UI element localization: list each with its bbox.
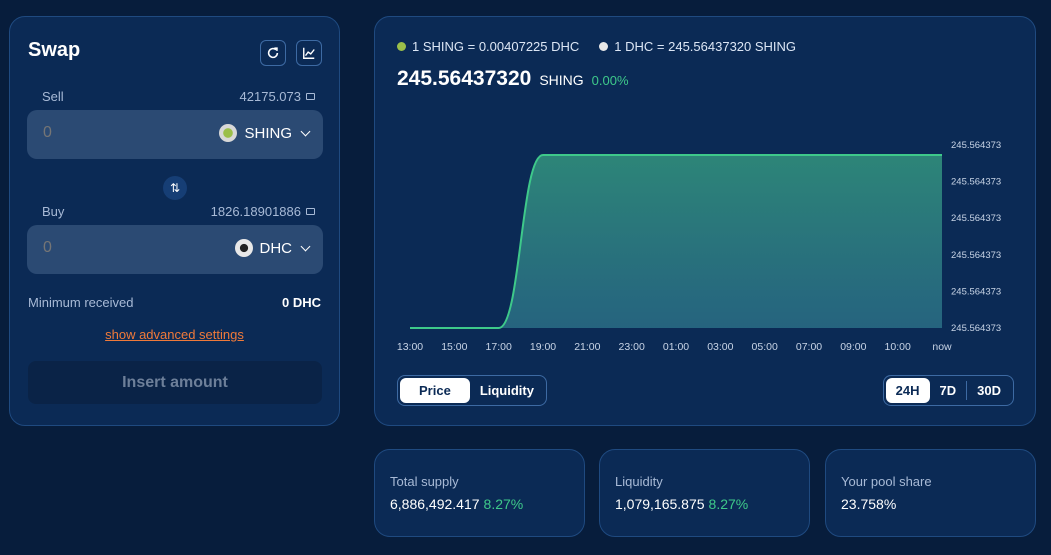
refresh-icon	[267, 47, 279, 59]
dhc-token-icon	[599, 42, 609, 51]
buy-balance: 1826.18901886	[211, 204, 315, 219]
tab-price[interactable]: Price	[400, 378, 470, 403]
range-30d[interactable]: 30D	[977, 383, 1001, 398]
y-tick-label: 245.564373	[951, 140, 1001, 151]
min-received-label: Minimum received	[28, 295, 134, 310]
buy-token-select[interactable]: DHC	[234, 239, 311, 257]
rate-shing-text: 1 SHING = 0.00407225 DHC	[412, 39, 580, 54]
range-24h[interactable]: 24H	[885, 378, 930, 403]
price-unit: SHING	[539, 72, 584, 88]
chart-type-tabs: Price Liquidity	[397, 375, 547, 406]
refresh-button[interactable]	[260, 40, 286, 66]
x-tick-label: 23:00	[619, 341, 645, 353]
y-tick-label: 245.564373	[951, 286, 1001, 297]
range-divider	[966, 381, 968, 400]
price-chart: 13:00 15:00 17:00 19:00 21:00 23:00 01:00 03:00…	[397, 140, 1001, 353]
buy-amount-box: DHC	[27, 225, 323, 274]
advanced-settings-link[interactable]: show advanced settings	[105, 327, 244, 342]
x-tick-label: 10:00	[885, 341, 911, 353]
total-supply-change: 8.27%	[483, 496, 524, 512]
chart-toggle-button[interactable]	[296, 40, 322, 66]
chart-card: 1 SHING = 0.00407225 DHC 1 DHC = 245.564…	[374, 16, 1036, 426]
rate-shing: 1 SHING = 0.00407225 DHC	[397, 39, 579, 54]
chart-series-line	[410, 154, 942, 329]
shing-token-icon	[397, 42, 406, 51]
x-tick-label: now	[932, 341, 952, 353]
liquidity-value: 1,079,165.875	[615, 496, 705, 512]
swap-card: Swap Sell 42175.073 SHING ⇅ Buy 1826.189…	[9, 16, 340, 426]
buy-token-label: DHC	[259, 239, 293, 257]
chevron-down-icon	[300, 126, 311, 136]
sell-amount-input[interactable]	[43, 124, 183, 142]
total-supply-card: Total supply 6,886,492.417 8.27%	[374, 449, 585, 537]
y-tick-label: 245.564373	[951, 250, 1001, 261]
buy-amount-input[interactable]	[43, 239, 183, 257]
tab-liquidity[interactable]: Liquidity	[479, 383, 534, 398]
chart-icon	[303, 47, 315, 59]
sell-amount-box: SHING	[27, 110, 323, 159]
y-tick-label: 245.564373	[951, 323, 1001, 334]
total-supply-value-row: 6,886,492.417 8.27%	[390, 496, 523, 512]
liquidity-label: Liquidity	[615, 474, 663, 489]
buy-balance-value: 1826.18901886	[210, 204, 301, 219]
swap-arrows-icon: ⇅	[169, 181, 181, 195]
pool-share-label: Your pool share	[841, 474, 932, 489]
rate-dhc: 1 DHC = 245.56437320 SHING	[599, 39, 796, 54]
total-supply-value: 6,886,492.417	[390, 496, 480, 512]
buy-label: Buy	[42, 204, 65, 219]
sell-token-select[interactable]: SHING	[219, 124, 311, 142]
x-tick-label: 13:00	[397, 341, 423, 353]
rates-row: 1 SHING = 0.00407225 DHC 1 DHC = 245.564…	[397, 39, 796, 54]
sell-label: Sell	[42, 89, 64, 104]
total-supply-label: Total supply	[390, 474, 459, 489]
pool-share-value: 23.758%	[841, 496, 897, 512]
sell-token-label: SHING	[244, 124, 292, 142]
wallet-icon	[306, 208, 315, 215]
range-7d[interactable]: 7D	[939, 383, 957, 398]
price-value: 245.56437320	[397, 67, 532, 90]
x-tick-label: 03:00	[707, 341, 733, 353]
liquidity-change: 8.27%	[708, 496, 749, 512]
rate-dhc-text: 1 DHC = 245.56437320 SHING	[614, 39, 797, 54]
chart-area	[410, 155, 942, 328]
wallet-icon	[306, 93, 315, 100]
price-row: 245.56437320 SHING 0.00%	[397, 67, 629, 91]
sell-balance: 42175.073	[240, 89, 315, 104]
liquidity-card: Liquidity 1,079,165.875 8.27%	[599, 449, 810, 537]
shing-token-icon	[219, 124, 238, 142]
swap-title: Swap	[28, 39, 81, 61]
x-tick-label: 05:00	[752, 341, 778, 353]
liquidity-value-row: 1,079,165.875 8.27%	[615, 496, 748, 512]
range-tabs: 24H 7D 30D	[882, 375, 1014, 406]
pool-share-card: Your pool share 23.758%	[825, 449, 1036, 537]
switch-tokens-button[interactable]: ⇅	[163, 176, 187, 200]
sell-balance-value: 42175.073	[239, 89, 301, 104]
chevron-down-icon	[300, 241, 311, 251]
x-tick-label: 09:00	[840, 341, 866, 353]
dhc-token-icon	[234, 239, 253, 257]
x-tick-label: 21:00	[574, 341, 600, 353]
y-tick-label: 245.564373	[951, 177, 1001, 188]
y-tick-label: 245.564373	[951, 213, 1001, 224]
min-received-value: 0 DHC	[281, 295, 321, 310]
x-tick-label: 17:00	[486, 341, 512, 353]
x-tick-label: 01:00	[663, 341, 689, 353]
x-tick-label: 07:00	[796, 341, 822, 353]
price-change: 0.00%	[591, 73, 629, 88]
insert-amount-button[interactable]: Insert amount	[28, 361, 322, 404]
pool-share-value-row: 23.758%	[841, 496, 896, 512]
x-tick-label: 15:00	[441, 341, 467, 353]
x-tick-label: 19:00	[530, 341, 556, 353]
